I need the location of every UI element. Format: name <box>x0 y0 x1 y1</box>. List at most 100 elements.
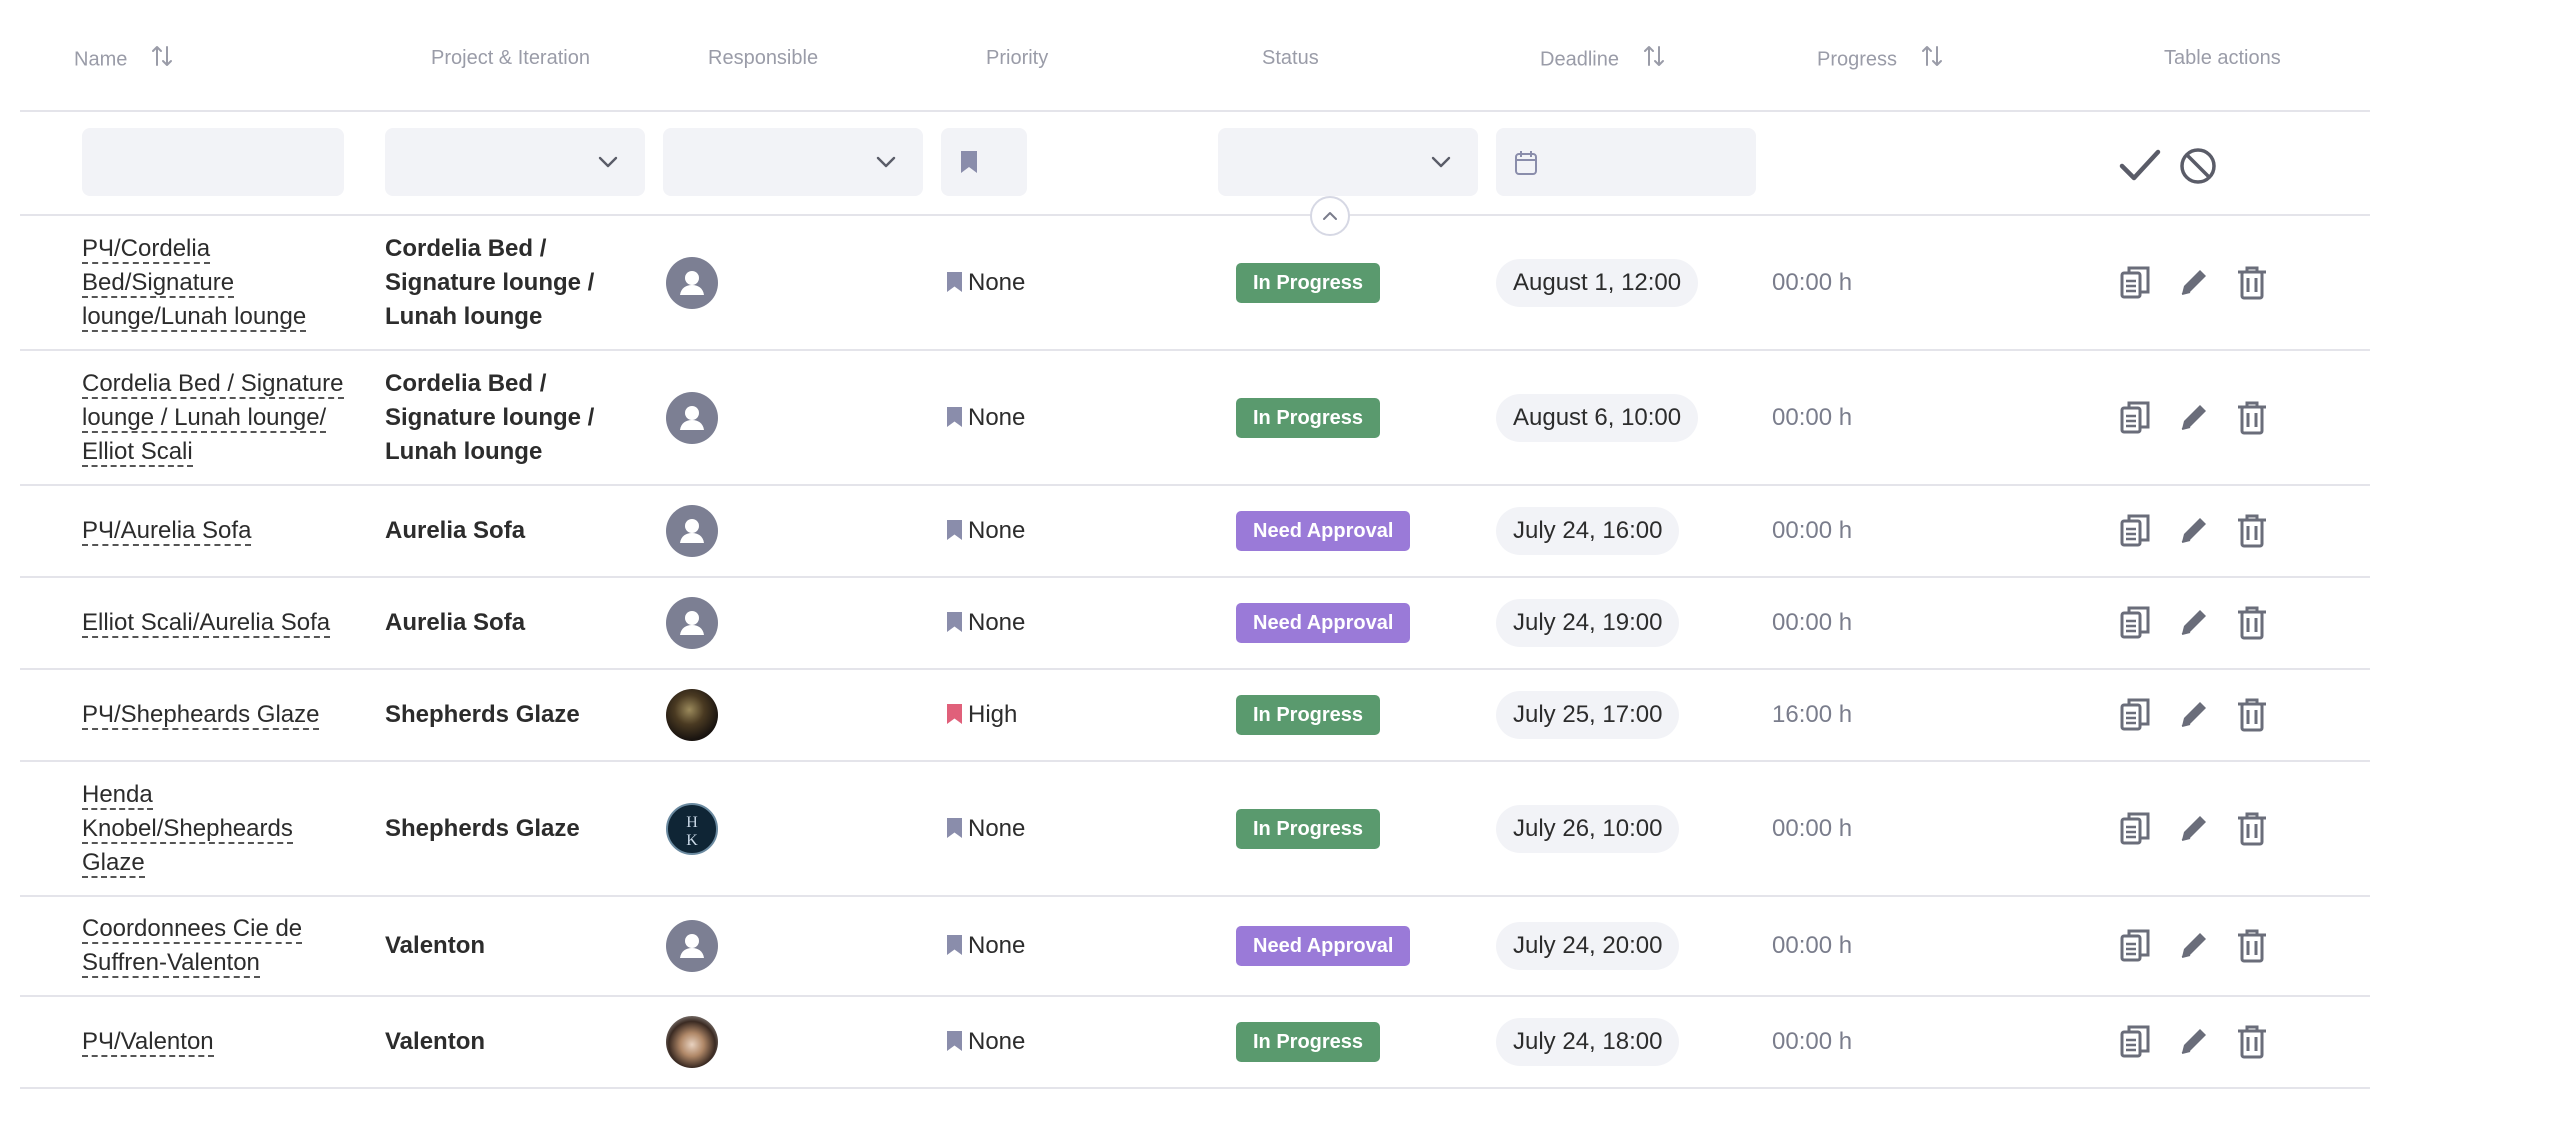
delete-button[interactable] <box>2234 264 2270 302</box>
chevron-down-icon <box>1431 156 1451 168</box>
collapse-filters-button[interactable] <box>1310 196 1350 236</box>
project-line: Cordelia Bed / <box>385 370 547 397</box>
progress-time: 00:00 h <box>1772 609 1853 636</box>
avatar[interactable] <box>666 257 718 309</box>
sort-arrows-icon[interactable] <box>151 44 173 76</box>
status-badge[interactable]: Need Approval <box>1236 511 1411 551</box>
copy-button[interactable] <box>2118 604 2154 642</box>
column-header-name[interactable]: Name <box>74 44 173 72</box>
responsible-filter-select[interactable] <box>663 128 923 196</box>
clear-filters-button[interactable] <box>2178 146 2218 191</box>
sort-arrows-icon[interactable] <box>1921 44 1943 76</box>
priority-filter-button[interactable] <box>941 128 1027 196</box>
priority-indicator[interactable]: None <box>946 401 1025 435</box>
deadline-chip[interactable]: July 24, 20:00 <box>1496 922 1680 970</box>
delete-button[interactable] <box>2234 1023 2270 1061</box>
copy-button[interactable] <box>2118 264 2154 302</box>
task-name-link[interactable]: РЧ/Shepheards Glaze <box>82 698 372 732</box>
task-name-link[interactable]: РЧ/Valenton <box>82 1025 372 1059</box>
name-filter-input[interactable] <box>82 128 344 196</box>
copy-button[interactable] <box>2118 696 2154 734</box>
avatar[interactable] <box>666 1016 718 1068</box>
table-row: РЧ/Aurelia Sofa Aurelia Sofa None Need Appr… <box>20 486 2370 576</box>
divider <box>20 668 2370 670</box>
status-badge[interactable]: In Progress <box>1236 398 1381 438</box>
pencil-icon <box>2176 696 2212 734</box>
column-header-priority: Priority <box>986 47 1049 69</box>
status-badge[interactable]: In Progress <box>1236 1022 1381 1062</box>
task-name-link[interactable]: РЧ/Cordelia Bed/Signature lounge/Lunah lou… <box>82 232 372 334</box>
edit-button[interactable] <box>2176 696 2212 734</box>
edit-button[interactable] <box>2176 927 2212 965</box>
project-filter-select[interactable] <box>385 128 645 196</box>
progress-time: 00:00 h <box>1772 815 1853 842</box>
deadline-chip[interactable]: July 25, 17:00 <box>1496 691 1680 739</box>
pencil-icon <box>2176 264 2212 302</box>
status-badge[interactable]: Need Approval <box>1236 926 1411 966</box>
deadline-chip[interactable]: August 1, 12:00 <box>1496 259 1699 307</box>
task-name-link[interactable]: Elliot Scali/Aurelia Sofa <box>82 606 372 640</box>
avatar[interactable] <box>666 597 718 649</box>
deadline-chip[interactable]: July 24, 19:00 <box>1496 599 1680 647</box>
status-badge[interactable]: In Progress <box>1236 263 1381 303</box>
project-line: Aurelia Sofa <box>385 517 526 544</box>
deadline-chip[interactable]: July 26, 10:00 <box>1496 805 1680 853</box>
delete-button[interactable] <box>2234 604 2270 642</box>
delete-button[interactable] <box>2234 399 2270 437</box>
status-filter-select[interactable] <box>1218 128 1478 196</box>
deadline-chip[interactable]: July 24, 16:00 <box>1496 507 1680 555</box>
column-header-progress[interactable]: Progress <box>1817 44 1943 72</box>
deadline-chip[interactable]: July 24, 18:00 <box>1496 1018 1680 1066</box>
task-name-link[interactable]: Henda Knobel/Shepheards Glaze <box>82 778 372 880</box>
task-name-line: Elliot Scali <box>82 438 193 467</box>
column-header-deadline[interactable]: Deadline <box>1540 44 1665 72</box>
edit-button[interactable] <box>2176 1023 2212 1061</box>
avatar[interactable] <box>666 392 718 444</box>
copy-button[interactable] <box>2118 399 2154 437</box>
delete-button[interactable] <box>2234 927 2270 965</box>
column-header-label: Progress <box>1817 48 1898 71</box>
task-name-link[interactable]: Coordonnees Cie de Suffren-Valenton <box>82 912 372 980</box>
status-badge[interactable]: Need Approval <box>1236 603 1411 643</box>
progress-time: 00:00 h <box>1772 517 1853 544</box>
apply-filters-button[interactable] <box>2118 146 2162 189</box>
priority-indicator[interactable]: None <box>946 606 1025 640</box>
copy-button[interactable] <box>2118 927 2154 965</box>
deadline-filter-input[interactable] <box>1496 128 1756 196</box>
copy-button[interactable] <box>2118 1023 2154 1061</box>
edit-button[interactable] <box>2176 810 2212 848</box>
bookmark-icon <box>946 269 968 296</box>
priority-indicator[interactable]: High <box>946 698 1017 732</box>
sort-arrows-icon[interactable] <box>1643 44 1665 76</box>
avatar[interactable] <box>666 689 718 741</box>
svg-text:K: K <box>686 832 698 849</box>
priority-indicator[interactable]: None <box>946 812 1025 846</box>
avatar[interactable] <box>666 920 718 972</box>
edit-button[interactable] <box>2176 512 2212 550</box>
edit-button[interactable] <box>2176 264 2212 302</box>
task-name-line: Glaze <box>82 849 145 878</box>
edit-button[interactable] <box>2176 399 2212 437</box>
task-name-link[interactable]: Cordelia Bed / Signature lounge / Lunah l… <box>82 367 372 469</box>
status-badge[interactable]: In Progress <box>1236 695 1381 735</box>
delete-button[interactable] <box>2234 696 2270 734</box>
task-name-line: РЧ/Shepheards Glaze <box>82 701 320 730</box>
priority-indicator[interactable]: None <box>946 514 1025 548</box>
priority-indicator[interactable]: None <box>946 266 1025 300</box>
copy-button[interactable] <box>2118 512 2154 550</box>
task-name-link[interactable]: РЧ/Aurelia Sofa <box>82 514 372 548</box>
project-iteration: Shepherds Glaze <box>385 812 615 846</box>
priority-indicator[interactable]: None <box>946 929 1025 963</box>
priority-label: None <box>968 404 1026 431</box>
delete-button[interactable] <box>2234 512 2270 550</box>
priority-label: High <box>968 701 1018 728</box>
status-badge[interactable]: In Progress <box>1236 809 1381 849</box>
column-header-label: Deadline <box>1540 48 1619 71</box>
priority-indicator[interactable]: None <box>946 1025 1025 1059</box>
copy-button[interactable] <box>2118 810 2154 848</box>
edit-button[interactable] <box>2176 604 2212 642</box>
delete-button[interactable] <box>2234 810 2270 848</box>
avatar[interactable] <box>666 505 718 557</box>
deadline-chip[interactable]: August 6, 10:00 <box>1496 394 1699 442</box>
